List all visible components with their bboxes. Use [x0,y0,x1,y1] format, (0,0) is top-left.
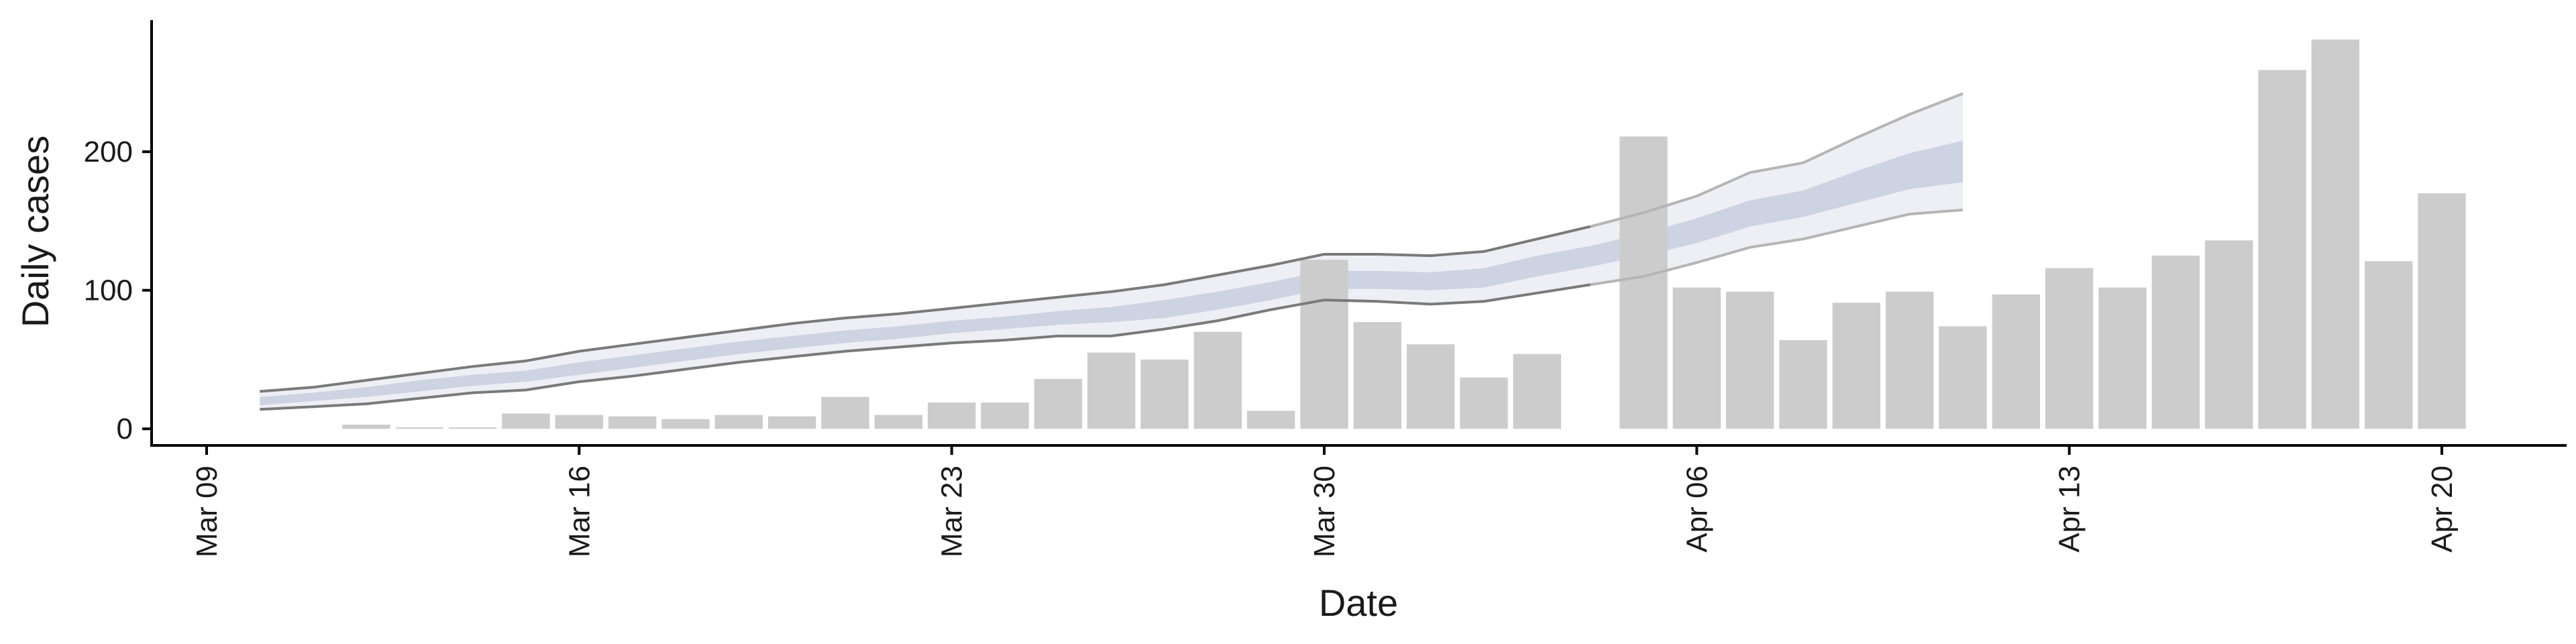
bar-2020-03-16 [555,415,604,429]
x-tick-label-5: Apr 13 [2053,466,2086,553]
bar-2020-03-26 [1087,352,1136,429]
bar-2020-03-28 [1193,331,1242,429]
x-tick-label-6: Apr 20 [2426,466,2459,553]
bar-2020-03-18 [661,419,710,429]
x-tick-label-0: Mar 09 [191,466,223,557]
x-tick-label-4: Apr 06 [1680,466,1713,553]
bar-2020-04-08 [1779,340,1827,429]
bar-2020-03-22 [874,415,923,429]
bar-2020-04-09 [1832,303,1881,429]
case-bars [342,39,2466,429]
lower-90-line [260,283,1591,411]
bar-2020-03-30 [1300,260,1348,429]
bar-2020-03-27 [1140,359,1189,429]
bar-2020-03-25 [1034,378,1083,429]
bar-2020-03-21 [821,396,869,429]
interval-lines [260,92,1964,411]
lower-90-projection-line [1590,208,1964,286]
bar-2020-03-12 [342,425,390,429]
bar-2020-04-16 [2204,240,2253,429]
bar-2020-04-20 [2418,193,2466,429]
y-axis-title: Daily cases [14,136,56,327]
ticks: 0 100 200 Mar 09 Mar 16 Mar 23 Mar 30 Apr 06 Apr… [84,136,2459,557]
bar-2020-04-05 [1619,136,1668,429]
bar-2020-03-13 [395,427,444,429]
y-tick-label-200: 200 [84,136,133,168]
upper-90-projection-line [1590,92,1964,228]
bar-2020-03-15 [502,413,550,429]
bar-2020-03-23 [927,402,976,429]
bar-2020-04-02 [1460,377,1508,429]
x-tick-label-3: Mar 30 [1308,466,1341,557]
bar-2020-04-13 [2045,268,2094,429]
bar-2020-04-06 [1672,287,1721,429]
bar-2020-03-29 [1246,411,1295,429]
bar-2020-04-18 [2311,39,2360,429]
bar-2020-03-19 [714,415,763,429]
bar-2020-03-31 [1353,322,1402,429]
x-axis-title: Date [1319,582,1398,624]
bar-2020-04-01 [1406,344,1455,429]
bar-2020-04-10 [1885,291,1934,429]
bar-2020-04-03 [1513,354,1562,429]
bar-2020-04-12 [1992,294,2041,429]
x-tick-label-2: Mar 23 [936,466,969,557]
bar-2020-04-14 [2098,287,2147,429]
bar-2020-03-14 [448,427,497,429]
upper-90-line [260,225,1591,393]
x-tick-label-1: Mar 16 [563,466,596,557]
y-tick-label-0: 0 [117,413,133,445]
bar-2020-04-07 [1725,291,1774,429]
bar-2020-04-17 [2258,70,2306,429]
bar-2020-04-11 [1939,326,1987,429]
bar-2020-04-19 [2364,261,2413,429]
bar-2020-03-20 [767,416,816,429]
axes [150,20,2567,447]
bar-2020-04-15 [2151,256,2200,429]
y-tick-label-100: 100 [84,274,133,307]
bar-2020-03-24 [981,402,1029,429]
bar-2020-03-17 [608,416,657,429]
